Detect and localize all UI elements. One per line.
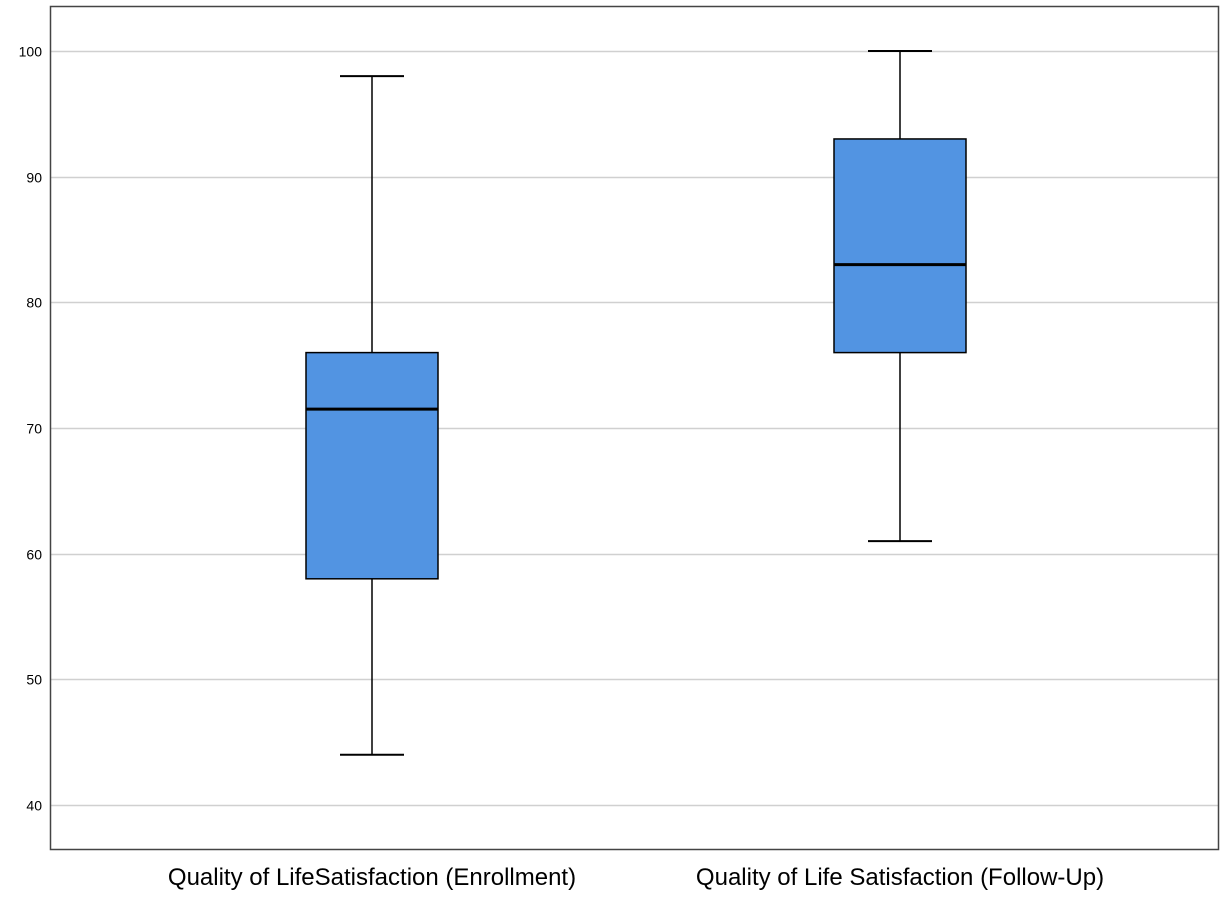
gridlines [51, 50, 1218, 807]
box-1 [305, 75, 439, 756]
y-tick-label: 70 [26, 421, 42, 437]
y-tick-label: 40 [26, 798, 42, 814]
x-category-label: Quality of LifeSatisfaction (Enrollment) [168, 864, 576, 891]
y-axis-ticks: 40 50 60 70 80 90 100 [19, 44, 43, 814]
plot-frame [49, 5, 1220, 851]
y-tick-label: 100 [19, 44, 43, 60]
x-axis-category-labels: Quality of LifeSatisfaction (Enrollment)… [168, 864, 1104, 891]
boxes [305, 49, 967, 756]
y-tick-label: 90 [26, 170, 42, 186]
iqr-box [305, 351, 439, 580]
x-category-label: Quality of Life Satisfaction (Follow-Up) [696, 864, 1104, 891]
y-tick-label: 60 [26, 547, 42, 563]
box-2 [833, 49, 967, 543]
y-tick-label: 50 [26, 672, 42, 688]
y-tick-label: 80 [26, 295, 42, 311]
iqr-box [833, 138, 967, 354]
